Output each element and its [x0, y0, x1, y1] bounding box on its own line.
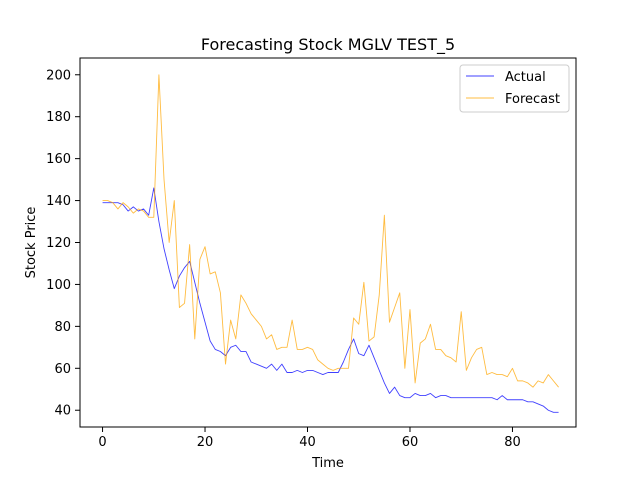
x-axis-label: Time — [311, 456, 344, 471]
y-tick-label: 200 — [46, 68, 71, 83]
y-tick-label: 100 — [46, 278, 71, 293]
y-tick-label: 40 — [54, 404, 71, 419]
series-line-actual — [102, 187, 559, 413]
x-tick-label: 60 — [402, 435, 419, 450]
legend-forecast-label: Forecast — [505, 92, 560, 107]
x-tick-label: 0 — [98, 435, 106, 450]
y-tick-label: 160 — [46, 152, 71, 167]
y-tick-label: 180 — [46, 110, 71, 125]
plot-frame — [79, 57, 577, 428]
y-axis-label: Stock Price — [24, 207, 39, 279]
series-line-forecast — [102, 74, 559, 388]
legend-actual-label: Actual — [505, 70, 546, 85]
x-tick-label: 40 — [299, 435, 316, 450]
x-tick-label: 80 — [504, 435, 521, 450]
y-tick-label: 120 — [46, 236, 71, 251]
y-tick-label: 60 — [54, 362, 71, 377]
x-tick-label: 20 — [197, 435, 214, 450]
y-axis: 40 60 80 100 120 140 160 180 200 — [46, 68, 80, 419]
y-tick-label: 80 — [54, 320, 71, 335]
x-axis: 0 20 40 60 80 — [98, 427, 521, 450]
y-tick-label: 140 — [46, 194, 71, 209]
chart-title: Forecasting Stock MGLV TEST_5 — [201, 35, 455, 55]
legend: Actual Forecast — [459, 64, 570, 113]
legend-box — [459, 64, 570, 113]
plot-area — [102, 74, 559, 413]
